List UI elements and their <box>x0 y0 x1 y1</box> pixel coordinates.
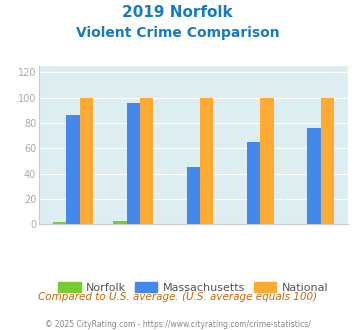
Bar <box>53 222 66 224</box>
Text: Compared to U.S. average. (U.S. average equals 100): Compared to U.S. average. (U.S. average … <box>38 292 317 302</box>
Bar <box>127 103 140 224</box>
Bar <box>247 142 260 224</box>
Bar <box>200 98 213 224</box>
Legend: Norfolk, Massachusetts, National: Norfolk, Massachusetts, National <box>54 278 333 297</box>
Text: © 2025 CityRating.com - https://www.cityrating.com/crime-statistics/: © 2025 CityRating.com - https://www.city… <box>45 320 310 329</box>
Text: Violent Crime Comparison: Violent Crime Comparison <box>76 26 279 40</box>
Bar <box>140 98 153 224</box>
Bar <box>187 167 200 224</box>
Bar <box>321 98 334 224</box>
Bar <box>260 98 274 224</box>
Bar <box>307 128 321 224</box>
Bar <box>80 98 93 224</box>
Text: 2019 Norfolk: 2019 Norfolk <box>122 5 233 20</box>
Bar <box>113 220 127 224</box>
Bar <box>66 115 80 224</box>
